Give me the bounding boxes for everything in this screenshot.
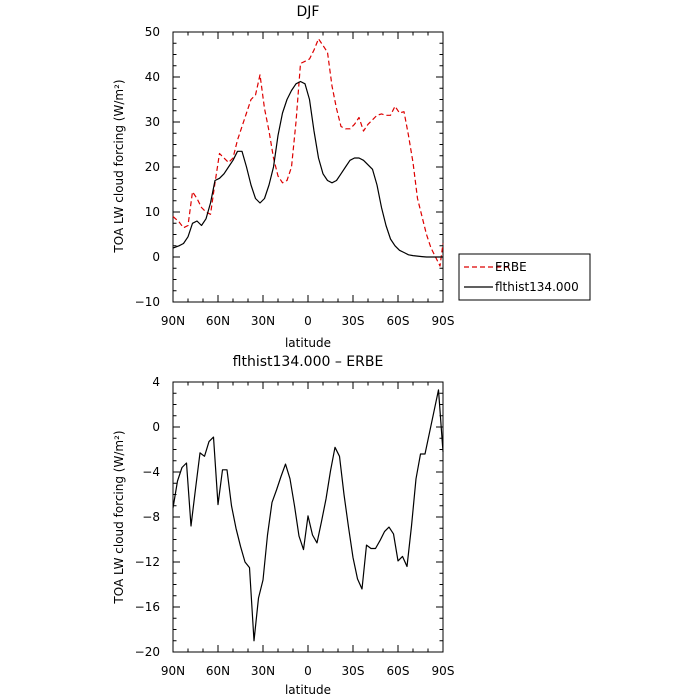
x-tick-label: 90S — [432, 664, 455, 678]
bottom-series-line-difference — [172, 389, 444, 642]
top-chart-y-axis-label: TOA LW cloud forcing (W/m²) — [112, 79, 126, 253]
bottom-chart-panel: flthist134.000 – ERBE latitude TOA LW cl… — [112, 354, 454, 697]
x-tick-label: 30N — [251, 314, 275, 328]
y-tick-label: 40 — [145, 70, 160, 84]
top-chart-x-axis-label: latitude — [285, 336, 331, 350]
y-tick-label: −20 — [135, 645, 160, 659]
top-chart-plot-area: 90N 60N 30N 0 30S 60S 90S −10 0 10 20 30 40 50 — [135, 25, 455, 328]
x-tick-label: 90N — [161, 314, 185, 328]
y-tick-label: 20 — [145, 160, 160, 174]
y-tick-label: −10 — [135, 295, 160, 309]
x-tick-label: 30S — [342, 314, 365, 328]
x-tick-label: 30N — [251, 664, 275, 678]
legend-label-erbe: ERBE — [495, 260, 527, 274]
top-chart-title: DJF — [297, 4, 320, 20]
bottom-chart-y-axis-label: TOA LW cloud forcing (W/m²) — [112, 430, 126, 604]
top-series-line-erbe — [172, 38, 444, 267]
legend-label-flthist: flthist134.000 — [495, 280, 579, 294]
x-tick-label: 30S — [342, 664, 365, 678]
y-tick-label: −12 — [135, 555, 160, 569]
y-tick-label: −8 — [142, 510, 160, 524]
top-chart-panel: DJF latitude TOA LW cloud forcing (W/m²)… — [112, 4, 454, 350]
x-tick-label: 90S — [432, 314, 455, 328]
top-series-line-flthist134-000 — [172, 80, 443, 258]
y-tick-label: 0 — [152, 250, 160, 264]
top-chart-frame — [172, 31, 444, 303]
y-tick-label: 10 — [145, 205, 160, 219]
y-tick-label: −4 — [142, 465, 160, 479]
bottom-chart-title: flthist134.000 – ERBE — [233, 354, 384, 370]
bottom-chart-plot-area: 90N 60N 30N 0 30S 60S 90S −20 −16 −12 −8 −4 0 4 — [135, 375, 455, 678]
top-chart-legend: ERBE flthist134.000 — [458, 253, 591, 301]
y-tick-label: −16 — [135, 600, 160, 614]
y-tick-label: 50 — [145, 25, 160, 39]
x-tick-label: 60S — [387, 314, 410, 328]
bottom-chart-x-axis-label: latitude — [285, 683, 331, 697]
y-tick-label: 30 — [145, 115, 160, 129]
x-tick-label: 60N — [206, 664, 230, 678]
x-tick-label: 90N — [161, 664, 185, 678]
y-tick-label: 0 — [152, 420, 160, 434]
y-tick-label: 4 — [152, 375, 160, 389]
x-tick-label: 0 — [304, 314, 312, 328]
x-tick-label: 60S — [387, 664, 410, 678]
x-tick-label: 0 — [304, 664, 312, 678]
x-tick-label: 60N — [206, 314, 230, 328]
legend-box — [458, 253, 591, 301]
